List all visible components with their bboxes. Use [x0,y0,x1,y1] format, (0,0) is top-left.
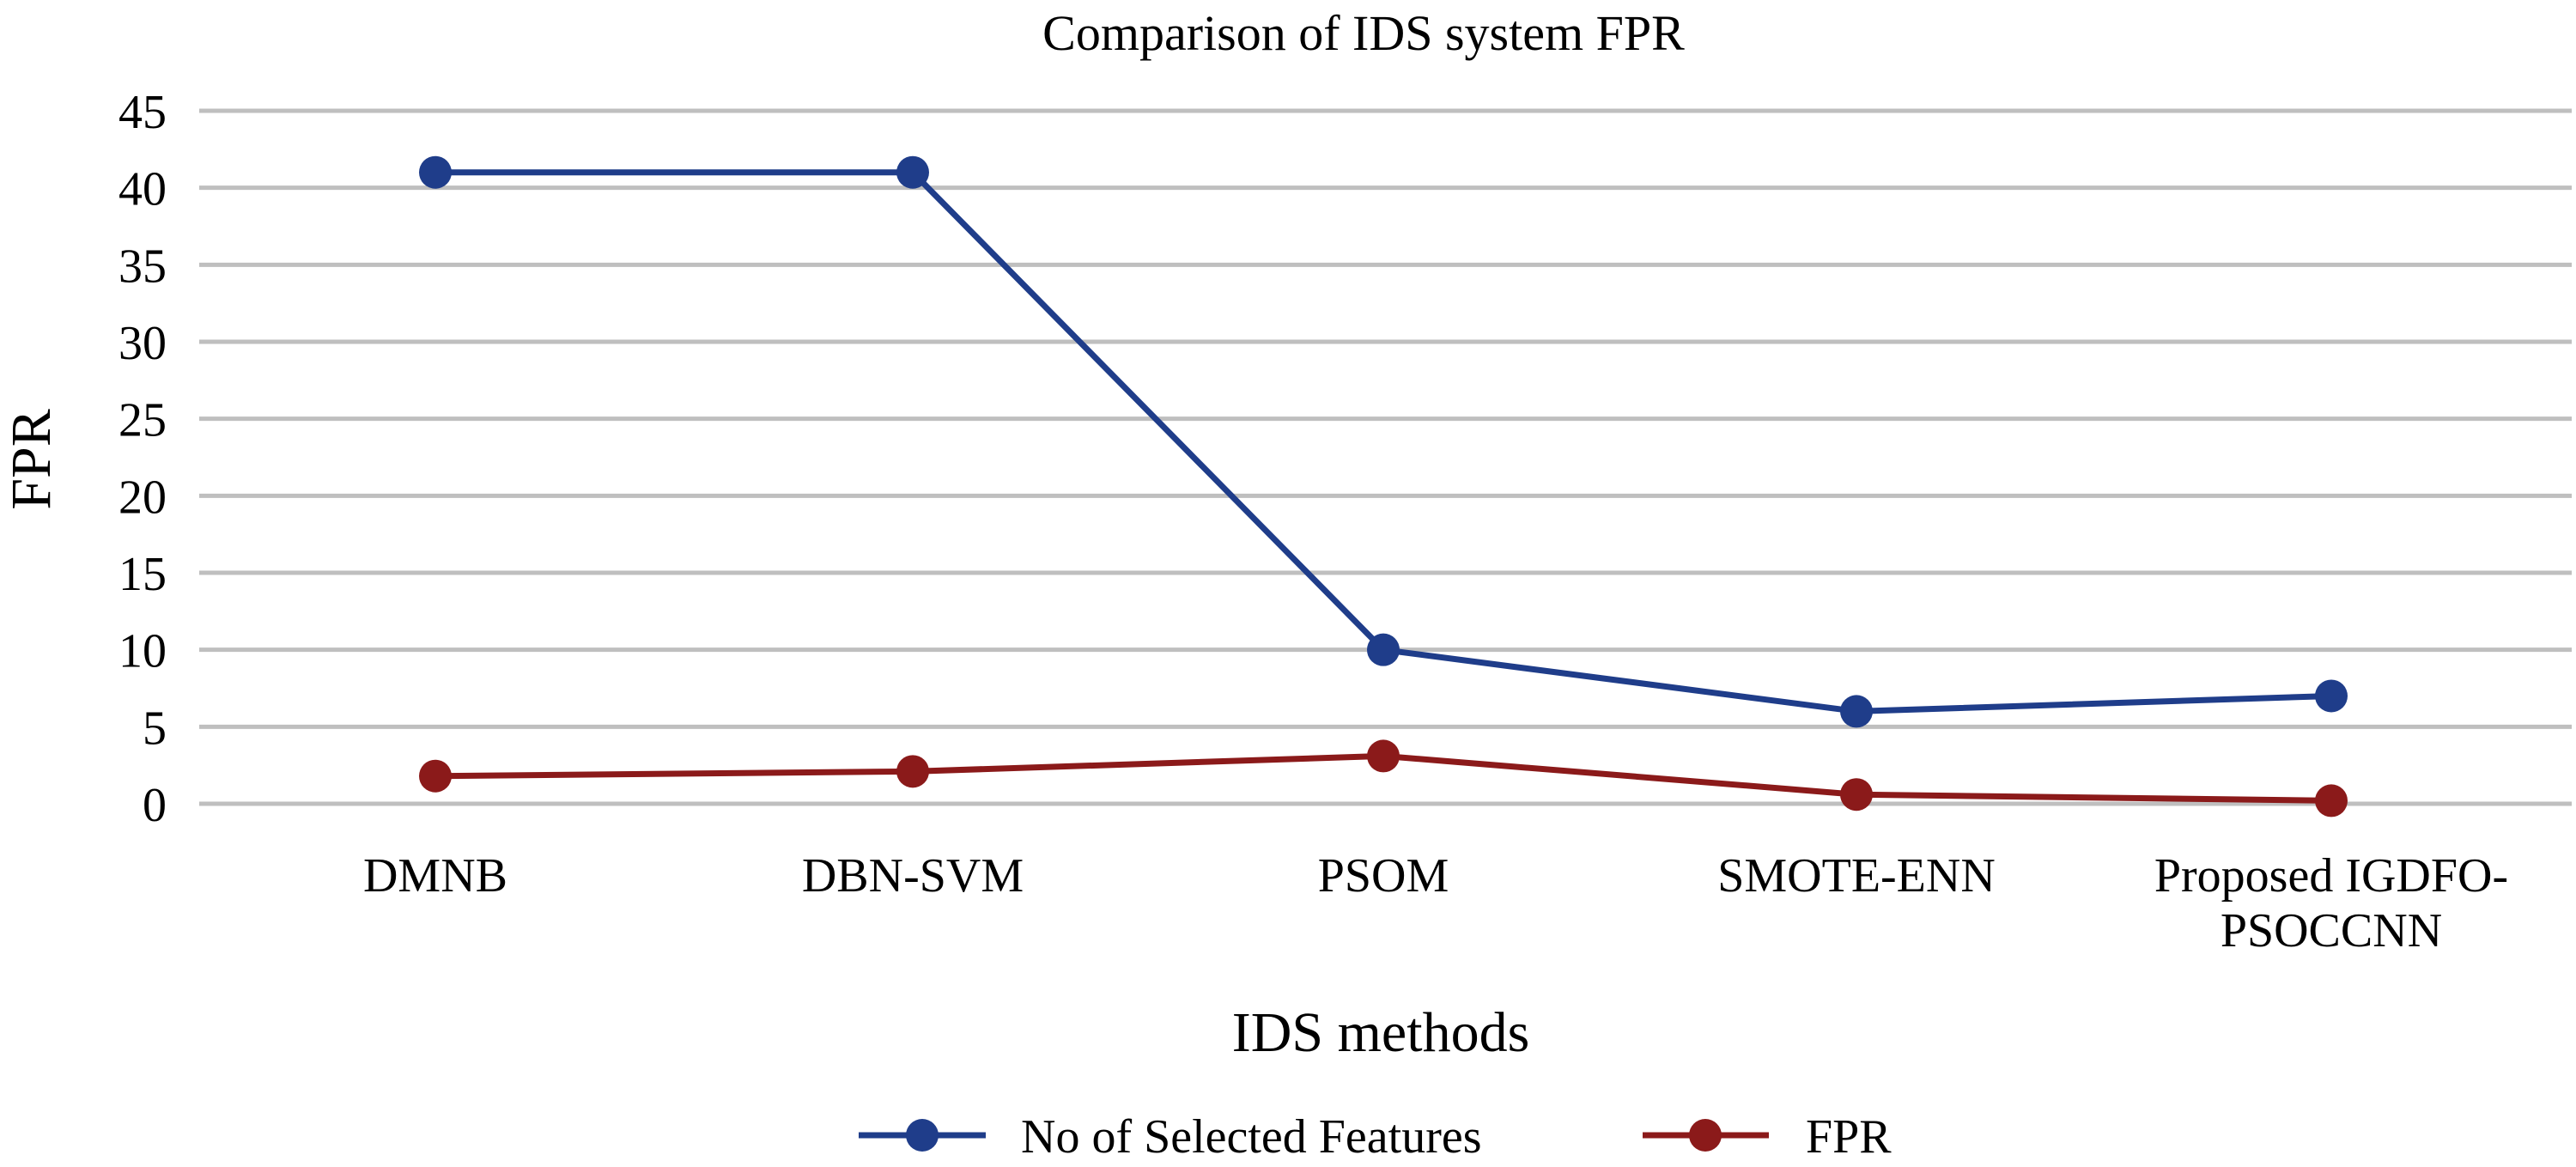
y-axis-title: FPR [0,409,63,509]
data-point [1367,633,1400,666]
legend-marker [906,1119,939,1152]
x-tick-label: DMNB [363,849,507,903]
y-tick-label: 25 [118,394,167,447]
data-point [419,759,452,793]
x-tick-label: PSOM [1318,849,1449,903]
x-tick-label: PSOCCNN [2221,904,2442,957]
legend-marker [1689,1119,1722,1152]
data-point [896,155,929,189]
data-point [1840,695,1873,728]
y-tick-label: 5 [143,702,167,755]
x-tick-label: SMOTE-ENN [1717,849,1996,903]
legend-label: No of Selected Features [1021,1110,1481,1164]
chart-title: Comparison of IDS system FPR [1042,5,1685,61]
series-line [432,169,2335,714]
legend-item-0: No of Selected Features [859,1110,1481,1164]
data-point [2315,784,2348,818]
data-point [1367,739,1400,773]
data-point [419,155,452,189]
data-point [2315,679,2348,713]
y-axis-tick-labels: 0 5 10 15 20 25 30 35 40 45 [118,86,167,832]
x-axis-title: IDS methods [1232,1001,1530,1064]
x-tick-label: DBN-SVM [802,849,1024,903]
series-layer [419,155,2348,818]
y-tick-label: 15 [118,548,167,601]
y-tick-label: 40 [118,163,167,216]
x-tick-label: Proposed IGDFO- [2154,849,2508,903]
series-0 [419,155,2348,728]
series-1 [419,739,2348,818]
y-tick-label: 35 [118,240,167,293]
y-tick-label: 10 [118,625,167,678]
y-tick-label: 20 [118,471,167,524]
legend: No of Selected Features FPR [859,1110,1892,1164]
legend-item-1: FPR [1643,1110,1892,1164]
gridlines [199,108,2572,806]
y-tick-label: 0 [143,779,167,832]
legend-label: FPR [1806,1110,1892,1164]
data-point [896,755,929,788]
x-axis-category-labels: DMNB DBN-SVM PSOM SMOTE-ENN Proposed IGDFO-P… [363,849,2508,957]
y-tick-label: 30 [118,317,167,370]
y-tick-label: 45 [118,86,167,139]
data-point [1840,778,1873,811]
